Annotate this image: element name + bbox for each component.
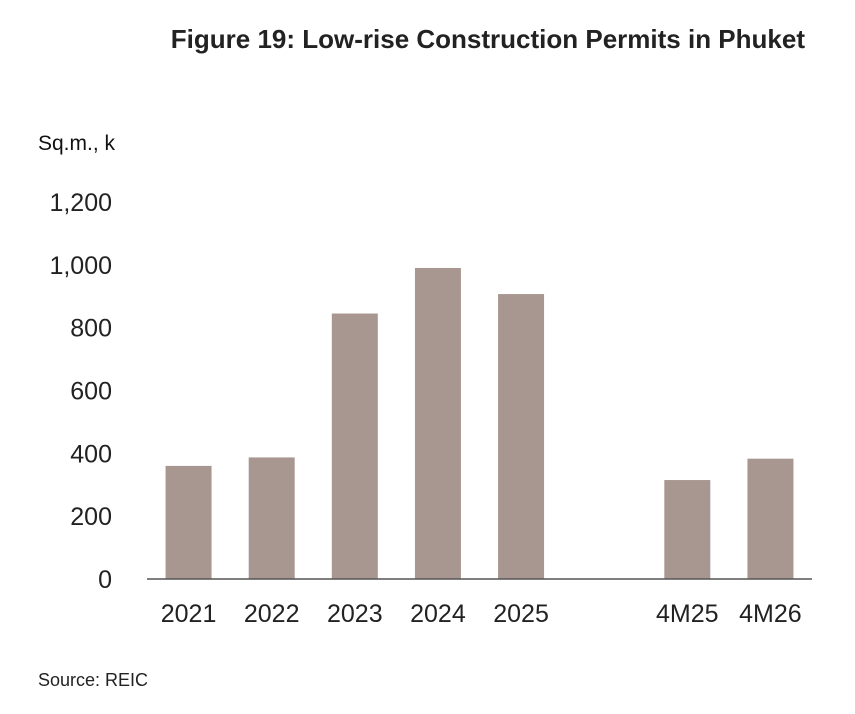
bar-2025 [498,294,545,579]
x-tick-label: 4M26 [739,600,802,628]
y-tick-label: 200 [70,503,112,531]
x-tick-label: 2024 [410,600,466,628]
y-axis-ticks: 0 200 400 600 800 1,000 1,200 [49,189,112,594]
bar-2021 [165,465,212,579]
bars [165,267,794,579]
y-tick-label: 600 [70,378,112,406]
x-tick-label: 2023 [327,600,383,628]
y-tick-label: 800 [70,315,112,343]
bar-2024 [414,267,461,579]
y-tick-label: 1,200 [49,189,112,217]
y-tick-label: 400 [70,440,112,468]
y-tick-label: 0 [98,566,112,594]
bar-2022 [248,457,295,579]
x-tick-label: 2025 [493,600,549,628]
y-tick-label: 1,000 [49,252,112,280]
x-axis-ticks: 2021 2022 2023 2024 2025 4M25 4M26 [161,600,802,628]
x-tick-label: 4M25 [656,600,719,628]
x-tick-label: 2021 [161,600,217,628]
source-note: Source: REIC [38,670,149,690]
x-tick-label: 2022 [244,600,300,628]
bar-4m25 [664,480,711,579]
y-axis-unit-label: Sq.m., k [38,132,116,155]
chart-title: Figure 19: Low-rise Construction Permits… [170,24,805,54]
bar-2023 [331,313,378,579]
bar-4m26 [747,458,794,579]
